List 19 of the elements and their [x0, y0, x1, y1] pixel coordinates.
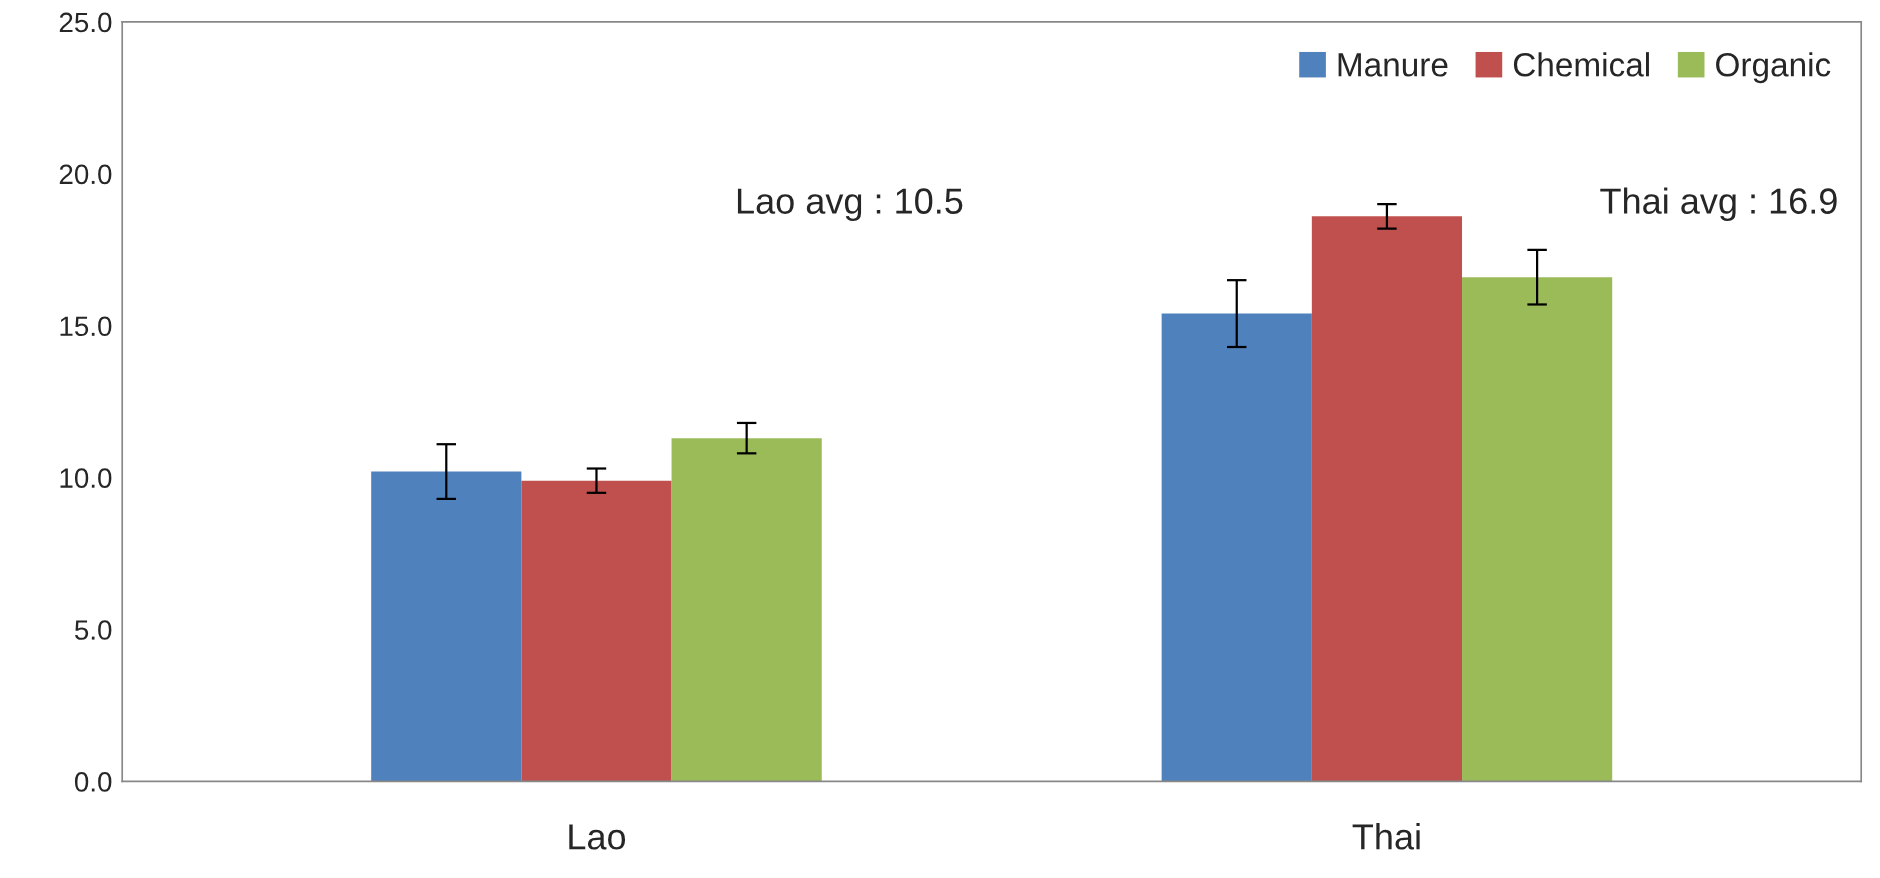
x-tick-label: Thai: [1352, 823, 1420, 850]
bar: [671, 438, 822, 782]
bar: [1311, 216, 1463, 782]
bar: [521, 480, 672, 782]
annotation: Thai avg : 16.9: [1600, 187, 1837, 222]
x-tick-label: Lao: [569, 824, 626, 850]
y-tick-label: 20.0: [59, 164, 112, 185]
bar: [371, 471, 522, 782]
y-tick-label: 10.0: [60, 468, 112, 488]
y-tick-label: 25.0: [59, 12, 112, 33]
bar: [1161, 313, 1312, 782]
y-tick-label: 5.0: [74, 620, 112, 640]
y-tick-label: 15.0: [60, 316, 112, 337]
legend-label: Manure: [1338, 53, 1448, 77]
annotation: Lao avg : 10.5: [737, 188, 963, 222]
bar: [1462, 277, 1613, 782]
legend-label: Chemical: [1513, 52, 1649, 77]
y-tick-label: 0.0: [74, 772, 112, 792]
legend-label: Organic: [1716, 52, 1831, 84]
